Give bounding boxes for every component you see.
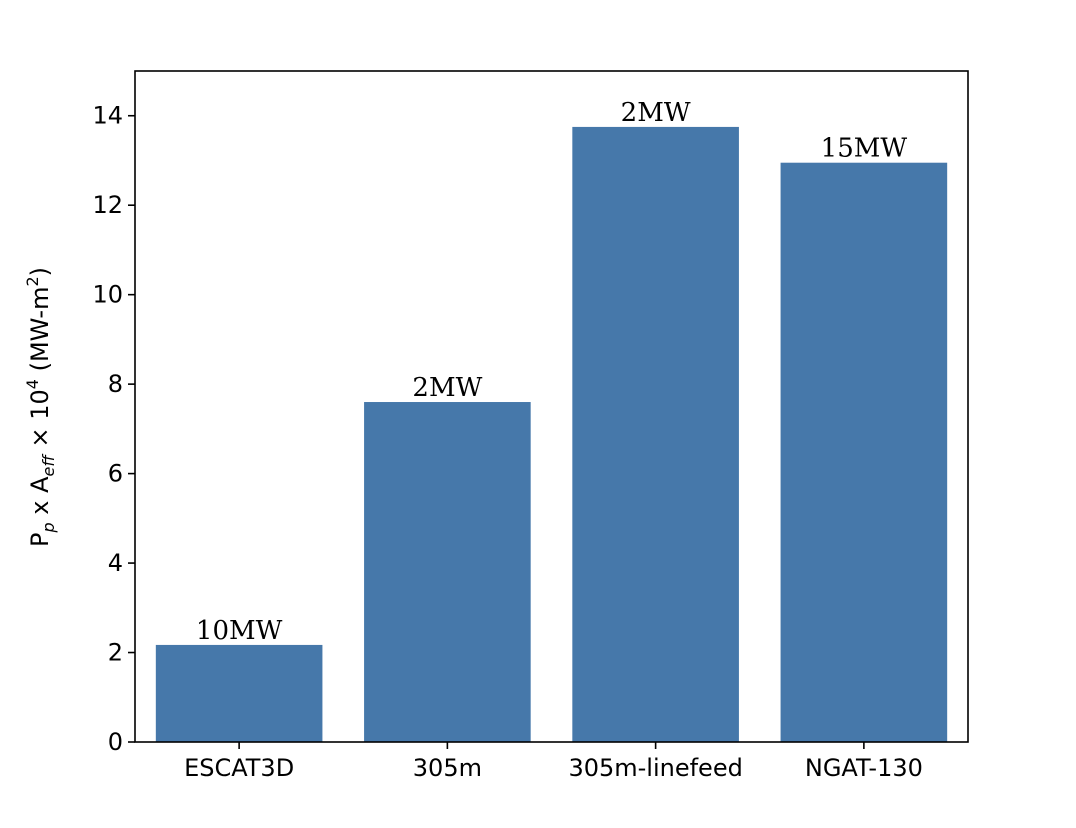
- x-tick-label: 305m-linefeed: [568, 754, 742, 782]
- y-label-a-sub: eff: [39, 453, 58, 477]
- data-labels-group: 10MW 2MW 2MW 15MW: [196, 98, 907, 646]
- y-label-p-sub: p: [39, 522, 58, 533]
- y-label-mid: x A: [26, 476, 54, 522]
- x-tick-label: 305m: [413, 754, 482, 782]
- y-tick-label: 6: [108, 460, 123, 488]
- y-label-p: P: [26, 533, 54, 547]
- bar-305m: [364, 402, 531, 742]
- bar-data-label: 15MW: [821, 134, 908, 164]
- bar-305m-linefeed: [572, 126, 739, 742]
- y-label-times: × 10: [26, 389, 54, 455]
- y-label-unit: (MW-m: [26, 287, 54, 380]
- x-axis: ESCAT3D 305m 305m-linefeed NGAT-130: [184, 742, 923, 782]
- plot-frame: [134, 70, 969, 743]
- y-tick-label: 14: [92, 102, 123, 130]
- y-label-close: ): [26, 267, 54, 276]
- bar-escat3d: [155, 644, 323, 742]
- y-axis-label: Pp x Aeff × 104 (MW-m2): [23, 267, 58, 547]
- bar-data-label: 10MW: [196, 616, 283, 646]
- y-tick-label: 4: [108, 549, 123, 577]
- y-tick-label: 2: [108, 639, 123, 667]
- y-tick-label: 8: [108, 370, 123, 398]
- y-label-exp: 4: [23, 379, 42, 389]
- bar-data-label: 2MW: [621, 98, 691, 128]
- y-tick-label: 12: [92, 191, 123, 219]
- x-tick-label: ESCAT3D: [184, 754, 294, 782]
- bar-data-label: 2MW: [412, 373, 482, 403]
- bar-ngat-130: [780, 162, 948, 742]
- y-tick-label: 0: [108, 728, 123, 756]
- y-tick-label: 10: [92, 281, 123, 309]
- y-label-unit-sup: 2: [23, 276, 42, 286]
- x-tick-label: NGAT-130: [805, 754, 923, 782]
- y-axis: 0 2 4 6 8 10 12 14: [92, 102, 135, 756]
- bars-group: [155, 126, 948, 742]
